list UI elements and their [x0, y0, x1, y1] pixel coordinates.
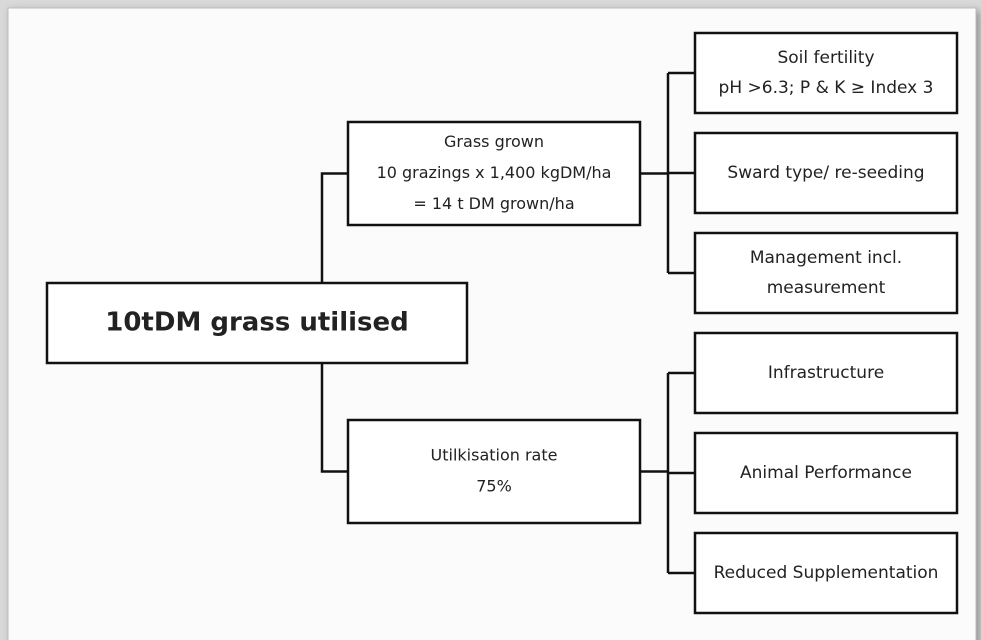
- node-text: 10 grazings x 1,400 kgDM/ha: [377, 163, 612, 182]
- node-text: Sward type/ re-seeding: [727, 163, 924, 183]
- node-box: [693, 31, 959, 115]
- root-box: [45, 281, 469, 365]
- node-box: [346, 418, 642, 525]
- node-text: Utilkisation rate: [431, 446, 558, 465]
- node-text: Animal Performance: [740, 463, 912, 483]
- node-box: [693, 431, 959, 515]
- connectors: [320, 71, 695, 575]
- node-text: Soil fertility: [777, 48, 874, 68]
- node-box: [693, 531, 959, 615]
- node-box: [693, 231, 959, 315]
- node-text: pH >6.3; P & K ≥ Index 3: [719, 78, 934, 98]
- node-text: measurement: [767, 278, 886, 298]
- node-text: Infrastructure: [768, 363, 884, 383]
- node-text: Grass grown: [444, 132, 544, 151]
- node-text: 75%: [476, 477, 512, 496]
- connector: [320, 363, 348, 473]
- connector: [320, 172, 348, 283]
- node-text: = 14 t DM grown/ha: [413, 194, 574, 213]
- node-box: [693, 131, 959, 215]
- node-text: Management incl.: [750, 248, 902, 268]
- nodes: Soil fertility pH >6.3; P & K ≥ Index 3 Sw…: [45, 31, 959, 615]
- node-text: Reduced Supplementation: [714, 563, 939, 583]
- node-box: [346, 120, 642, 227]
- node-box: [693, 331, 959, 415]
- root-text: 10tDM grass utilised: [105, 308, 409, 338]
